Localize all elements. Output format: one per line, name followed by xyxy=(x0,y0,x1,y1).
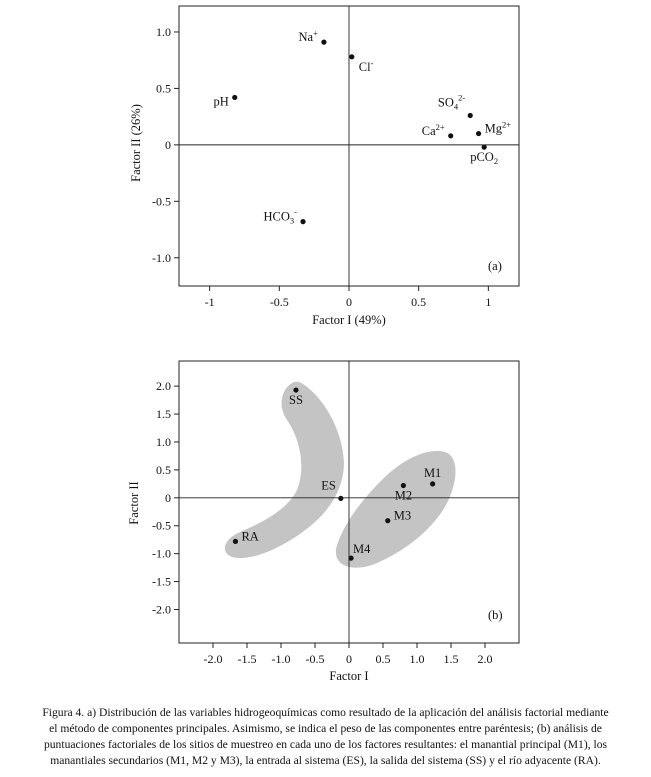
y-tick-label: -1.0 xyxy=(152,547,171,561)
point-label-es: ES xyxy=(321,478,336,492)
point-label-m3: M3 xyxy=(394,509,411,523)
panel-a-label: (a) xyxy=(488,259,502,273)
point-m3 xyxy=(385,518,391,524)
panel-b-group-m1-m4 xyxy=(335,451,456,568)
x-tick-label: -1.5 xyxy=(238,652,257,666)
y-tick-label: -0.5 xyxy=(152,194,171,208)
point-m1 xyxy=(430,481,436,487)
y-tick-label: 0.5 xyxy=(156,463,171,477)
point-label-ra: RA xyxy=(241,529,258,543)
panel-a-factor-loadings: -1 -0.5 0 0.5 1 1.0 0.5 0 -0.5 -1.0 Na+ Cl-pH SO42… xyxy=(129,5,520,327)
point-cl xyxy=(349,54,355,60)
point-label-na: Na+ xyxy=(299,28,319,44)
point-m4 xyxy=(348,555,354,561)
caption-line-1: Figura 4. a) Distribución de las variabl… xyxy=(42,706,609,719)
x-tick-label: -0.5 xyxy=(270,295,289,309)
point-ra xyxy=(232,538,239,544)
x-tick-label: 2.0 xyxy=(478,652,493,666)
panel-b-points: SS ES RA M1 M2 M3 M4 xyxy=(232,387,441,561)
x-tick-label: -0.5 xyxy=(306,652,325,666)
point-mg xyxy=(475,130,482,137)
point-m2 xyxy=(400,482,406,489)
x-tick-label: 0.5 xyxy=(411,295,426,309)
y-tick-label: 2.0 xyxy=(156,379,171,393)
point-label-so: SO42- xyxy=(438,93,465,112)
figure-canvas: -1 -0.5 0 0.5 1 1.0 0.5 0 -0.5 -1.0 Na+ Cl-pH SO42… xyxy=(127,5,520,683)
point-es xyxy=(338,495,344,501)
y-tick-label: -1.5 xyxy=(152,575,171,589)
y-tick-label: -2.0 xyxy=(152,602,171,616)
point-so xyxy=(467,112,473,119)
y-tick-label: 0 xyxy=(165,491,171,505)
x-tick-label: -1 xyxy=(205,295,215,309)
panel-b-factor-scores: -2.0 -1.5 -1.0 -0.5 0 0.5 1.0 1.5 2.0 2.0 1.5 1.0 0… xyxy=(127,360,520,683)
x-tick-label: 1.5 xyxy=(444,652,459,666)
panel-b-x-ticks: -2.0 -1.5 -1.0 -0.5 0 0.5 1.0 1.5 2.0 xyxy=(204,643,493,666)
point-ss xyxy=(293,387,299,393)
caption-line-3: puntuaciones factoriales de los sitios d… xyxy=(43,738,608,751)
panel-b-group-ss-es-ra xyxy=(224,381,344,559)
point-label-hco: HCO3- xyxy=(264,207,298,226)
panel-a-x-ticks: -1 -0.5 0 0.5 1 xyxy=(205,286,491,309)
point-label-cl: Cl- xyxy=(359,58,374,74)
x-tick-label: 0 xyxy=(346,652,352,666)
x-tick-label: -2.0 xyxy=(204,652,223,666)
panel-b-y-ticks: 2.0 1.5 1.0 0.5 0 -0.5 -1.0 -1.5 -2.0 xyxy=(152,379,179,616)
x-tick-label: -1.0 xyxy=(272,652,291,666)
point-label-ph: pH xyxy=(213,94,228,108)
y-tick-label: -1.0 xyxy=(152,251,171,265)
y-tick-label: 1.0 xyxy=(156,435,171,449)
point-label-mg: Mg2+ xyxy=(485,120,512,136)
panel-b-x-axis-label: Factor I xyxy=(329,669,368,683)
caption-line-4: manantiales secundarios (M1, M2 y M3), l… xyxy=(50,754,601,767)
y-tick-label: 1.5 xyxy=(156,407,171,421)
point-ca xyxy=(448,133,454,139)
panel-a-y-ticks: 1.0 0.5 0 -0.5 -1.0 xyxy=(152,25,179,265)
point-label-m4: M4 xyxy=(353,542,371,556)
figure-caption: Figura 4. a) Distribución de las variabl… xyxy=(0,705,651,769)
point-pco xyxy=(481,144,487,150)
panel-b-label: (b) xyxy=(488,608,503,622)
point-label-m2: M2 xyxy=(395,489,412,503)
panel-a-x-axis-label: Factor I (49%) xyxy=(312,313,386,327)
x-tick-label: 0 xyxy=(346,295,352,309)
y-tick-label: 0.5 xyxy=(156,81,171,95)
point-ph xyxy=(232,94,238,101)
point-label-m1: M1 xyxy=(424,466,441,480)
point-label-ca: Ca2+ xyxy=(422,122,445,138)
point-label-ss: SS xyxy=(289,393,303,407)
y-tick-label: -0.5 xyxy=(152,519,171,533)
point-hco xyxy=(300,219,306,225)
panel-b-y-axis-label: Factor II xyxy=(127,481,141,524)
x-tick-label: 0.5 xyxy=(376,652,391,666)
caption-line-2: el método de componentes principales. As… xyxy=(49,722,602,735)
y-tick-label: 1.0 xyxy=(156,25,171,39)
x-tick-label: 1 xyxy=(485,295,491,309)
panel-a-y-axis-label: Factor II (26%) xyxy=(129,104,143,182)
panel-a-points: Na+ Cl-pH SO42- Mg2+ Ca2+ pCO2 HCO3- xyxy=(213,28,511,226)
point-na xyxy=(321,39,327,45)
y-tick-label: 0 xyxy=(165,138,171,152)
point-label-pco: pCO2 xyxy=(470,150,498,166)
x-tick-label: 1.0 xyxy=(410,652,425,666)
